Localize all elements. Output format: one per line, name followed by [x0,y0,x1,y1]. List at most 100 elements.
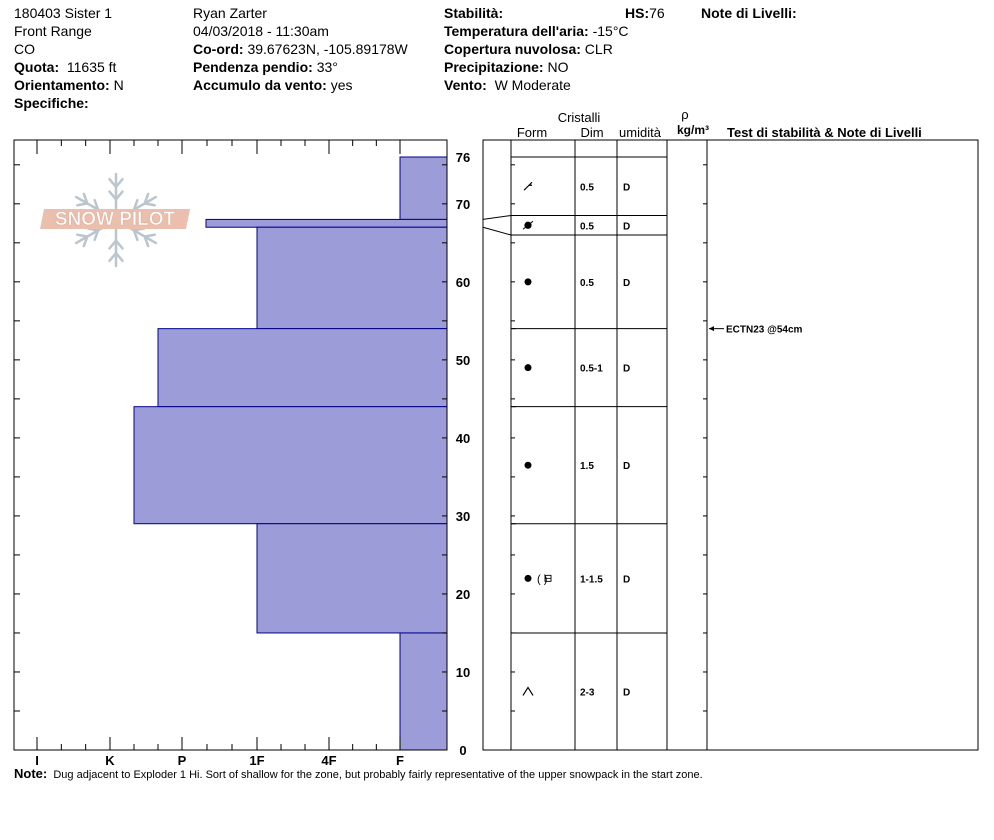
moisture-header: umidità [619,125,662,140]
snowflake-branch [114,177,124,189]
moisture: D [623,182,630,193]
snowflake-branch [108,251,118,263]
stability: Stabilità: [444,5,504,21]
depth-hoar-icon [522,686,534,696]
moisture: D [623,687,630,698]
depth-axis: 0 10 20 30 40 50 60 70 76 [14,150,470,758]
crystal-layer-0: 0.5 D [511,156,630,193]
aspect: Orientamento: N [14,77,124,93]
grain-size: 2-3 [580,687,595,698]
tests-header: Test di stabilità & Note di Livelli [727,125,922,140]
depth-label: 20 [456,587,470,602]
air-temperature: Temperatura dell'aria: -15°C [444,23,629,39]
snowflake-branch [114,239,124,250]
depth-label: 40 [456,431,470,446]
rounded-grains-icon [524,461,532,469]
profile-note: Note: Dug adjacent to Exploder 1 Hi. Sor… [14,766,703,781]
snowflake-icon [74,172,158,268]
faceted-crystals-paren: ( ) [537,573,547,585]
form-header: Form [517,125,547,140]
snowflake-branch [82,235,89,248]
snowflake-branch [114,190,124,201]
grain-size: 1-1.5 [580,574,603,585]
observation-datetime: 04/03/2018 - 11:30am [193,23,329,39]
hardness-bar-6 [399,632,448,751]
crystal-layers: 0.5 D 0.5 D 0.5 D 0.5-1 D 1.5 D ( ) 1-1.5 D 2-3 D [482,156,667,698]
hardness-bar-4 [133,406,448,525]
snowflake-branch [82,192,89,205]
wind-loading: Accumulo da vento: yes [193,77,353,93]
decomposing-fragments-icon [523,181,533,191]
hardness-label-1F: 1F [249,753,264,768]
hardness-bar-2 [256,226,448,330]
density-symbol: ρ [681,107,688,122]
hardness-label-K: K [105,753,115,768]
header-col-2: Ryan Zarter 04/03/2018 - 11:30am Co-ord:… [193,4,408,94]
grain-size: 0.5-1 [580,364,603,375]
depth-label: 10 [456,665,470,680]
snowflake-branch [143,233,156,238]
header-col-1: 180403 Sister 1 Front Range CO Quota: 11… [14,4,124,112]
crystal-layer-5: ( ) 1-1.5 D [511,523,667,585]
snowflake-branch [132,198,139,211]
wind: Vento: W Moderate [444,77,571,93]
logo-text: SNOW PILOT [55,209,176,230]
site-name: 180403 Sister 1 [14,5,113,21]
depth-label: 30 [456,509,470,524]
note-label: Note: [14,766,48,781]
hardness-label-P: P [178,753,187,768]
note-text: Dug adjacent to Exploder 1 Hi. Sort of s… [53,769,703,781]
test-arrow-head [709,326,714,332]
rounded-grains-icon [524,278,532,286]
density-unit: kg/m³ [677,123,709,137]
snowflake-branch [143,235,150,248]
state-name: CO [14,41,35,57]
hardness-bar-5 [256,523,448,634]
snowflake-branch [108,177,118,189]
snowflake-branch [132,229,139,242]
crystal-layer-2: 0.5 D [511,234,667,289]
snow-height: HS:76 [625,5,665,21]
hardness-panel-frame [13,139,448,751]
layer-notes-heading: Note di Livelli: [701,5,797,21]
hardness-bar-1 [205,218,448,228]
hardness-label-F: F [396,753,404,768]
depth-label: 60 [456,275,470,290]
snowflake-branch [108,239,118,250]
rounded-grains-icon [524,574,532,582]
logo-banner [40,209,190,229]
grain-size: 0.5 [580,182,594,193]
snowflake-branch [76,202,89,207]
crystal-layer-4: 1.5 D [511,406,667,472]
hardness-bars [133,156,448,751]
test-result: ECTN23 @54cm [726,325,803,336]
snowflake-branch [114,251,124,263]
precipitation: Precipitazione: NO [444,59,569,75]
depth-label: 50 [456,353,470,368]
snowflake-branch [108,190,118,201]
depth-label: 70 [456,197,470,212]
snowflake-branch [143,192,150,205]
crystal-layer-1: 0.5 D [511,215,667,232]
crystal-layer-3: 0.5-1 D [511,328,667,375]
grain-size: 0.5 [580,278,594,289]
snowflake-branch [143,202,156,207]
layer-connector [482,226,512,236]
snowflake-branch [93,198,100,211]
layer-connector [482,215,512,220]
elevation: Quota: 11635 ft [14,59,117,75]
crystals-header: Cristalli [558,110,601,125]
moisture: D [623,221,630,232]
depth-label: 0 [459,743,466,758]
crystal-layer-6: 2-3 D [511,632,667,698]
depth-label: 76 [456,150,470,165]
moisture: D [623,461,630,472]
hardness-label-I: I [35,753,39,768]
stability-test-0: ECTN23 @54cm [709,325,803,336]
melt-forms-icon [522,220,534,230]
density-ticks [511,164,707,751]
hardness-bar-0 [399,156,448,220]
observer-name: Ryan Zarter [193,5,267,21]
snowflake-branch [93,229,100,242]
